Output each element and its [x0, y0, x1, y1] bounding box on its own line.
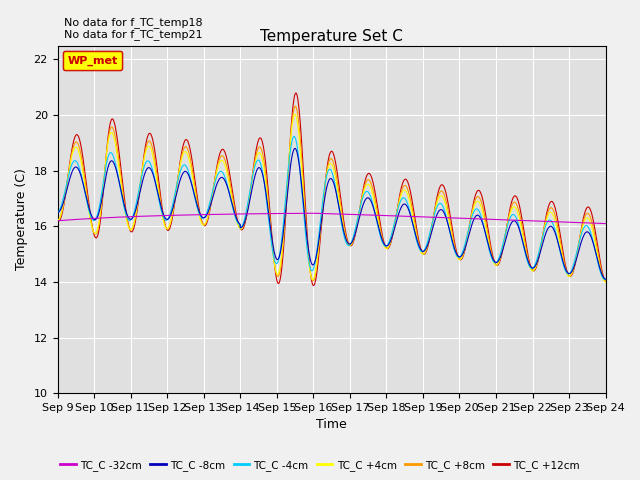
Text: No data for f_TC_temp21: No data for f_TC_temp21: [64, 29, 203, 40]
Legend: WP_met: WP_met: [63, 51, 122, 70]
Title: Temperature Set C: Temperature Set C: [260, 29, 403, 44]
Legend: TC_C -32cm, TC_C -8cm, TC_C -4cm, TC_C +4cm, TC_C +8cm, TC_C +12cm: TC_C -32cm, TC_C -8cm, TC_C -4cm, TC_C +…: [56, 456, 584, 475]
X-axis label: Time: Time: [316, 419, 347, 432]
Text: No data for f_TC_temp18: No data for f_TC_temp18: [64, 17, 203, 28]
Y-axis label: Temperature (C): Temperature (C): [15, 168, 28, 270]
